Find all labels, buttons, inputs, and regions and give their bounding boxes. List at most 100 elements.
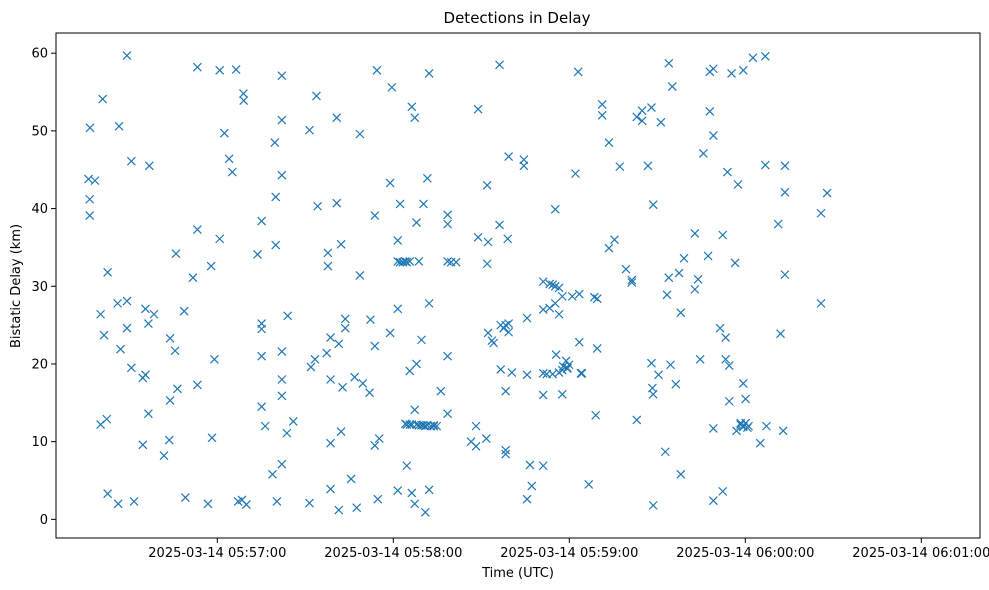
data-point xyxy=(277,459,287,469)
data-point xyxy=(173,384,182,394)
data-point xyxy=(471,441,481,451)
data-point xyxy=(738,378,748,388)
data-point xyxy=(733,180,743,189)
data-point xyxy=(755,438,765,448)
data-point xyxy=(412,218,421,227)
data-point xyxy=(495,60,504,70)
data-point xyxy=(260,421,270,431)
data-point xyxy=(738,65,748,75)
data-point xyxy=(822,188,832,198)
data-point xyxy=(164,435,174,445)
data-point xyxy=(632,112,642,122)
data-point xyxy=(424,298,434,308)
data-point xyxy=(239,96,249,106)
data-point xyxy=(313,201,323,211)
data-point xyxy=(667,82,677,92)
data-point xyxy=(676,308,686,318)
data-point xyxy=(340,323,350,333)
data-point xyxy=(597,110,607,120)
data-point xyxy=(443,256,453,266)
data-point xyxy=(647,103,656,113)
data-point xyxy=(126,156,136,166)
data-point xyxy=(551,350,561,360)
data-point xyxy=(519,155,529,165)
data-point xyxy=(219,128,229,138)
data-point xyxy=(268,469,277,479)
data-point xyxy=(116,344,125,354)
data-point xyxy=(597,100,607,109)
data-point xyxy=(271,240,281,250)
data-point xyxy=(538,368,548,378)
data-point xyxy=(571,169,580,179)
data-point xyxy=(277,347,287,356)
data-point xyxy=(141,304,150,314)
data-point xyxy=(538,305,548,315)
data-point xyxy=(85,194,95,204)
data-point xyxy=(141,370,150,380)
data-point xyxy=(419,199,428,209)
data-point xyxy=(412,359,421,369)
data-point xyxy=(489,338,499,348)
data-point xyxy=(548,280,558,290)
data-point xyxy=(432,421,442,431)
data-point xyxy=(481,434,491,443)
x-tick-label: 2025-03-14 05:58:00 xyxy=(324,546,462,561)
data-point xyxy=(664,273,674,283)
data-point xyxy=(113,298,123,308)
data-point xyxy=(90,176,100,186)
data-point xyxy=(674,268,684,278)
data-point xyxy=(780,187,790,197)
data-point xyxy=(592,344,602,353)
y-tick-label: 30 xyxy=(31,280,48,295)
data-point xyxy=(604,138,614,147)
data-point xyxy=(395,199,405,209)
data-point xyxy=(370,441,380,450)
data-point xyxy=(574,337,584,347)
data-point xyxy=(346,474,356,484)
data-point xyxy=(708,424,718,433)
data-point xyxy=(495,220,504,230)
data-point xyxy=(338,382,348,392)
data-point xyxy=(576,368,586,378)
data-point xyxy=(564,360,574,370)
data-point xyxy=(272,497,282,506)
data-point xyxy=(422,173,432,183)
data-point xyxy=(355,270,365,280)
data-point xyxy=(393,236,403,245)
data-point xyxy=(417,335,426,345)
data-point xyxy=(732,426,741,436)
data-point xyxy=(374,434,384,443)
data-point xyxy=(203,499,213,509)
data-point xyxy=(525,460,535,470)
data-point xyxy=(239,89,248,99)
data-point xyxy=(648,389,658,399)
data-point xyxy=(724,361,734,370)
data-point xyxy=(627,275,637,285)
data-point xyxy=(637,116,647,126)
y-axis: 0 10 20 30 40 50 60 xyxy=(31,47,56,528)
data-point xyxy=(171,249,181,259)
data-point xyxy=(504,319,514,328)
data-point xyxy=(129,497,139,506)
data-point xyxy=(632,415,642,425)
data-point xyxy=(257,351,267,361)
data-point xyxy=(664,58,674,68)
data-point xyxy=(180,493,190,503)
data-point xyxy=(402,461,412,471)
data-point xyxy=(504,152,514,161)
data-point xyxy=(429,420,439,430)
data-point xyxy=(407,488,417,498)
data-point xyxy=(443,219,453,229)
data-point xyxy=(695,354,705,364)
data-point xyxy=(257,216,267,226)
data-point xyxy=(192,380,202,390)
data-point xyxy=(561,356,571,366)
data-point xyxy=(690,229,700,238)
data-point xyxy=(708,64,718,74)
data-point xyxy=(257,324,267,334)
data-point xyxy=(405,420,415,429)
data-point xyxy=(282,428,292,438)
data-point xyxy=(660,447,670,457)
data-point xyxy=(776,329,785,339)
data-point xyxy=(188,273,198,283)
